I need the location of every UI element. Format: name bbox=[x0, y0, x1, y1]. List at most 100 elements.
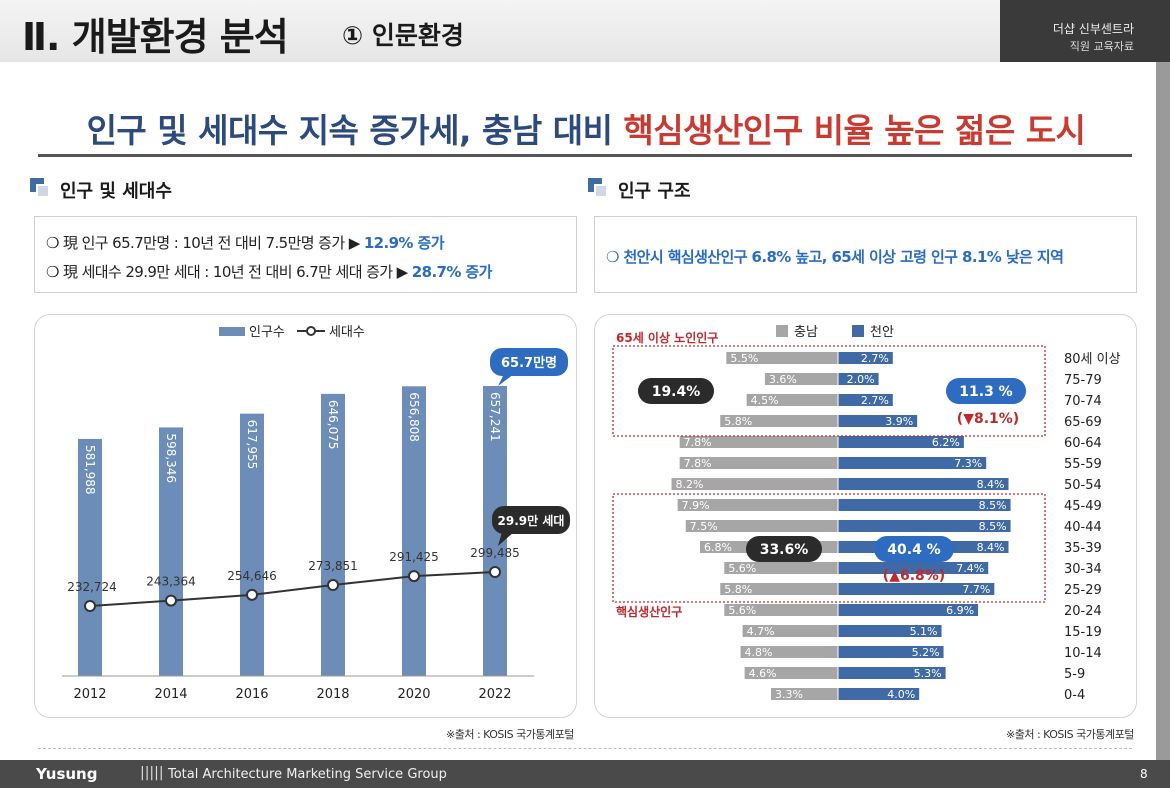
headline: 인구 및 세대수 지속 증가세, 충남 대비 핵심생산인구 비율 높은 젊은 도… bbox=[40, 104, 1132, 152]
chungnam-bar-label: 3.3% bbox=[775, 688, 803, 701]
cheonan-bar-label: 2.0% bbox=[847, 373, 875, 386]
x-tick-label: 2020 bbox=[397, 687, 430, 702]
chungnam-bar bbox=[720, 415, 838, 427]
age-group-label: 50-54 bbox=[1064, 478, 1102, 493]
footer-bars: ||||| bbox=[140, 765, 164, 781]
cheonan-bar-label: 2.7% bbox=[861, 352, 889, 365]
age-group-label: 40-44 bbox=[1064, 520, 1102, 535]
chungnam-bar-label: 8.2% bbox=[676, 478, 704, 491]
footer-logo: Yusung bbox=[36, 765, 98, 783]
info-line-households: ❍ 現 세대수 29.9만 세대 : 10년 전 대비 6.7만 세대 증가 ▶… bbox=[46, 263, 492, 281]
elderly-group-label: 65세 이상 노인인구 bbox=[616, 330, 718, 345]
population-bar bbox=[240, 413, 264, 676]
population-bar-label: 646,075 bbox=[326, 400, 340, 450]
section-square-icon bbox=[588, 178, 608, 198]
cheonan-bar-label: 7.4% bbox=[956, 562, 984, 575]
page-number: 8 bbox=[1140, 767, 1148, 781]
info-line-population: ❍ 現 인구 65.7만명 : 10년 전 대비 7.5만명 증가 ▶ 12.9… bbox=[46, 234, 444, 252]
legend-population-label: 인구수 bbox=[249, 325, 285, 340]
section-square-icon bbox=[30, 178, 50, 198]
cheonan-bar bbox=[838, 373, 879, 385]
chungnam-bar-label: 5.5% bbox=[730, 352, 758, 365]
elderly-chungnam-value: 19.4% bbox=[652, 384, 701, 400]
bottom-rule bbox=[38, 748, 1132, 749]
age-group-label: 30-34 bbox=[1064, 562, 1102, 577]
population-bar-label: 617,955 bbox=[245, 420, 259, 470]
population-bar bbox=[159, 427, 183, 676]
household-line bbox=[89, 571, 496, 607]
cheonan-bar bbox=[838, 520, 1011, 532]
chungnam-bar bbox=[742, 625, 838, 637]
population-bar-label: 657,241 bbox=[488, 392, 502, 442]
right-info-box bbox=[594, 216, 1137, 293]
population-bar bbox=[78, 438, 102, 676]
left-source-note: ※출처 : KOSIS 국가통계포털 bbox=[446, 728, 574, 741]
cheonan-bar bbox=[838, 646, 944, 658]
household-value-label: 291,425 bbox=[389, 550, 439, 564]
age-group-label: 45-49 bbox=[1064, 499, 1102, 514]
brand-line-1: 더샵 신부센트라 bbox=[1052, 22, 1134, 36]
household-point bbox=[246, 588, 258, 601]
cheonan-bar bbox=[838, 625, 942, 637]
elderly-cheonan-pill bbox=[946, 378, 1026, 404]
x-tick-label: 2016 bbox=[235, 687, 268, 702]
population-pyramid-chart: 충남 천안 5.5% 2.7% 80세 이상 3.6% 2.0% 75-79 4.5% 2.7% 7… bbox=[612, 325, 1121, 703]
chungnam-bar bbox=[671, 478, 838, 490]
core-chungnam-pill bbox=[746, 536, 822, 562]
cheonan-bar bbox=[838, 562, 989, 574]
chungnam-bar-label: 5.8% bbox=[724, 583, 752, 596]
household-value-label: 243,364 bbox=[146, 575, 196, 589]
legend-chungnam-swatch bbox=[776, 325, 788, 337]
chungnam-bar bbox=[746, 394, 838, 406]
chungnam-bar bbox=[726, 352, 838, 364]
top-bar bbox=[0, 0, 1170, 62]
population-callout-text: 65.7만명 bbox=[501, 355, 557, 371]
info-line-structure: ❍ 천안시 핵심생산인구 6.8% 높고, 65세 이상 고령 인구 8.1% … bbox=[606, 248, 1064, 266]
cheonan-bar-label: 8.4% bbox=[977, 478, 1005, 491]
cheonan-bar-label: 7.7% bbox=[962, 583, 990, 596]
cheonan-bar bbox=[838, 457, 987, 469]
legend-population-swatch bbox=[219, 327, 245, 336]
x-tick-label: 2018 bbox=[316, 687, 349, 702]
elderly-group-frame bbox=[612, 345, 1046, 437]
chungnam-bar-label: 4.8% bbox=[745, 646, 773, 659]
headline-rule bbox=[38, 154, 1132, 157]
age-group-label: 25-29 bbox=[1064, 583, 1102, 598]
cheonan-bar-label: 2.7% bbox=[861, 394, 889, 407]
household-value-label: 273,851 bbox=[308, 559, 358, 573]
chungnam-bar bbox=[679, 436, 838, 448]
chungnam-bar bbox=[744, 667, 838, 679]
right-edge-strip bbox=[1156, 62, 1170, 760]
cheonan-bar-label: 8.5% bbox=[979, 520, 1007, 533]
chungnam-bar bbox=[724, 604, 838, 616]
chungnam-bar-label: 4.7% bbox=[747, 625, 775, 638]
cheonan-bar-label: 4.0% bbox=[887, 688, 915, 701]
chungnam-bar-label: 4.5% bbox=[751, 394, 779, 407]
chungnam-bar-label: 4.6% bbox=[749, 667, 777, 680]
household-callout-pointer bbox=[498, 532, 514, 546]
age-group-label: 80세 이상 bbox=[1064, 352, 1121, 367]
chungnam-bar-label: 6.8% bbox=[704, 541, 732, 554]
page-title: Ⅱ. 개발환경 분석 bbox=[22, 15, 289, 59]
population-bar-label: 598,346 bbox=[164, 433, 178, 483]
household-value-label: 299,485 bbox=[470, 546, 520, 560]
household-value-label: 232,724 bbox=[67, 580, 117, 594]
cheonan-bar bbox=[838, 667, 946, 679]
chungnam-bar bbox=[740, 646, 838, 658]
page-subtitle: ① 인문환경 bbox=[342, 21, 464, 50]
population-bar bbox=[402, 386, 426, 676]
chungnam-bar bbox=[771, 688, 838, 700]
chungnam-bar-label: 5.6% bbox=[728, 562, 756, 575]
chungnam-bar bbox=[724, 562, 838, 574]
cheonan-bar-label: 8.5% bbox=[979, 499, 1007, 512]
cheonan-bar bbox=[838, 604, 979, 616]
cheonan-bar-label: 5.2% bbox=[912, 646, 940, 659]
chungnam-bar-label: 7.5% bbox=[690, 520, 718, 533]
footer-bar bbox=[0, 760, 1170, 788]
chungnam-bar bbox=[685, 520, 838, 532]
right-section-title: 인구 구조 bbox=[618, 181, 691, 202]
brand-line-2: 직원 교육자료 bbox=[1069, 40, 1134, 53]
cheonan-bar bbox=[838, 499, 1011, 511]
cheonan-bar-label: 5.1% bbox=[910, 625, 938, 638]
cheonan-bar-label: 8.4% bbox=[977, 541, 1005, 554]
